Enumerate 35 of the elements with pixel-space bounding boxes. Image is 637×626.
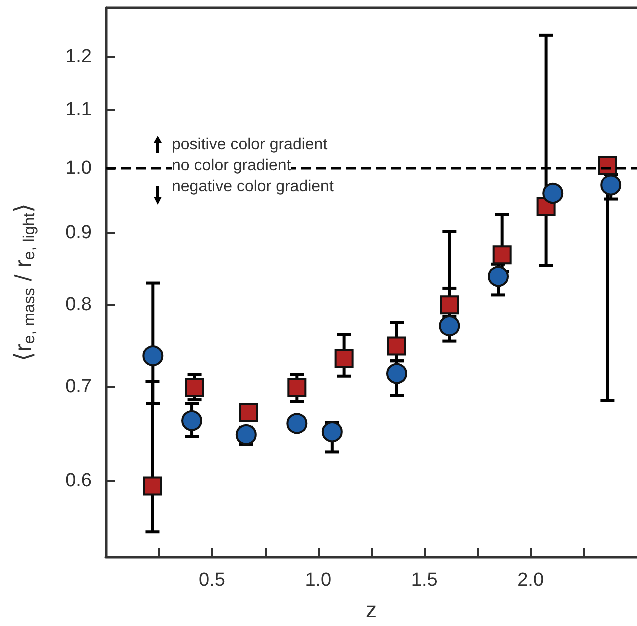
point (387, 336, 406, 356)
point (440, 296, 460, 315)
x-tick-label: 1.0 (305, 570, 332, 591)
x-axis-title: z (366, 598, 377, 622)
annotation: no color gradient (172, 158, 292, 174)
x-tick-label: 1.5 (411, 570, 438, 591)
point (334, 349, 354, 368)
annotation: negative color gradient (172, 178, 334, 196)
y-tick-label: 1.0 (66, 158, 92, 180)
point (239, 403, 258, 422)
y-axis-title: ⟨re, mass / re, light⟩ (10, 204, 38, 362)
point (142, 346, 164, 367)
point (600, 174, 622, 196)
point (386, 363, 408, 384)
x-tick-label: 0.5 (198, 570, 226, 591)
point (286, 413, 308, 434)
point (288, 378, 307, 398)
point (143, 476, 162, 496)
point (488, 266, 510, 288)
point (185, 378, 204, 398)
point (182, 410, 203, 432)
y-tick-label: 0.7 (66, 376, 92, 398)
point (492, 246, 512, 265)
y-tick-label: 1.1 (66, 100, 92, 121)
y-tick-label: 0.6 (66, 470, 92, 492)
point (542, 183, 564, 204)
y-tick-label: 0.8 (66, 294, 92, 316)
y-tick-label: 0.9 (66, 222, 92, 244)
point (598, 156, 618, 175)
point (236, 424, 257, 446)
point (322, 422, 343, 443)
annotation: positive color gradient (172, 136, 328, 154)
point (439, 316, 460, 337)
x-tick-label: 2.0 (518, 570, 544, 591)
y-tick-label: 1.2 (66, 46, 92, 68)
